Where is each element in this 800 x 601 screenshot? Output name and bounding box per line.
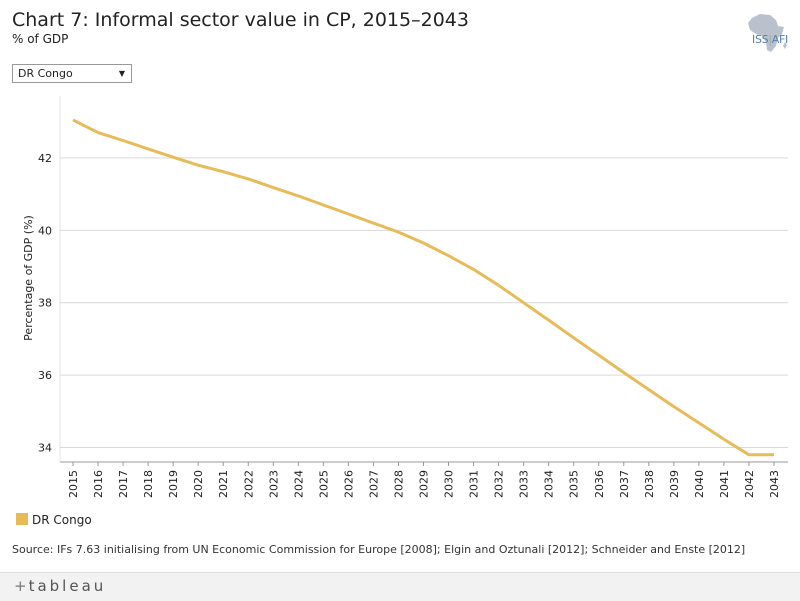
x-tick-label: 2015 <box>67 470 80 498</box>
x-tick-label: 2036 <box>593 470 606 498</box>
axes <box>59 96 788 463</box>
africa-map-icon <box>748 14 787 52</box>
x-tick-label: 2027 <box>367 470 380 498</box>
x-tick-label: 2040 <box>693 470 706 498</box>
y-tick-label: 42 <box>38 152 52 165</box>
x-tick-labels: 2015 2016 2017 2018 2019 2020 2021 2022 2023 2024… <box>67 462 781 498</box>
x-tick-label: 2038 <box>643 470 656 498</box>
x-tick-label: 2017 <box>117 470 130 498</box>
chevron-down-icon: ▼ <box>118 69 125 78</box>
x-tick-label: 2025 <box>317 470 330 498</box>
x-tick-label: 2043 <box>768 470 781 498</box>
x-tick-label: 2035 <box>568 470 581 498</box>
x-tick-label: 2029 <box>418 470 431 498</box>
y-tick-label: 34 <box>38 442 52 455</box>
x-tick-label: 2028 <box>392 470 405 498</box>
y-tick-label: 36 <box>38 369 52 382</box>
x-tick-label: 2032 <box>493 470 506 498</box>
x-tick-label: 2034 <box>543 470 556 498</box>
x-tick-label: 2042 <box>743 470 756 498</box>
chart-subtitle: % of GDP <box>12 32 69 46</box>
series-line-dr-congo[interactable] <box>72 118 774 457</box>
legend[interactable]: DR Congo <box>16 513 92 527</box>
legend-label: DR Congo <box>32 513 92 527</box>
x-tick-label: 2037 <box>618 470 631 498</box>
iss-afi-logo: ISS|AFI <box>752 33 788 46</box>
x-tick-label: 2026 <box>342 470 355 498</box>
x-tick-label: 2022 <box>242 470 255 498</box>
x-tick-label: 2031 <box>468 470 481 498</box>
x-tick-label: 2024 <box>292 470 305 498</box>
x-tick-label: 2016 <box>92 470 105 498</box>
country-filter-value: DR Congo <box>18 67 73 80</box>
tableau-plus-icon: + <box>14 577 27 595</box>
x-tick-label: 2041 <box>718 470 731 498</box>
tableau-footer: + tableau <box>0 572 800 601</box>
x-tick-label: 2020 <box>192 470 205 498</box>
x-tick-label: 2033 <box>518 470 531 498</box>
x-tick-label: 2039 <box>668 470 681 498</box>
x-tick-label: 2021 <box>217 470 230 498</box>
y-tick-label: 40 <box>38 224 52 237</box>
gridlines <box>60 157 788 449</box>
tableau-logo[interactable]: + tableau <box>14 577 107 595</box>
y-tick-labels: 34 36 38 40 42 <box>38 152 52 455</box>
x-tick-label: 2019 <box>167 470 180 498</box>
source-note: Source: IFs 7.63 initialising from UN Ec… <box>12 543 746 556</box>
chart-title: Chart 7: Informal sector value in CP, 20… <box>12 9 469 31</box>
x-tick-label: 2018 <box>142 470 155 498</box>
x-tick-label: 2030 <box>443 470 456 498</box>
x-tick-label: 2023 <box>267 470 280 498</box>
country-filter-dropdown[interactable]: DR Congo ▼ <box>12 64 132 83</box>
legend-swatch <box>16 513 28 525</box>
y-tick-label: 38 <box>38 297 52 310</box>
y-axis-label: Percentage of GDP (%) <box>22 215 35 341</box>
